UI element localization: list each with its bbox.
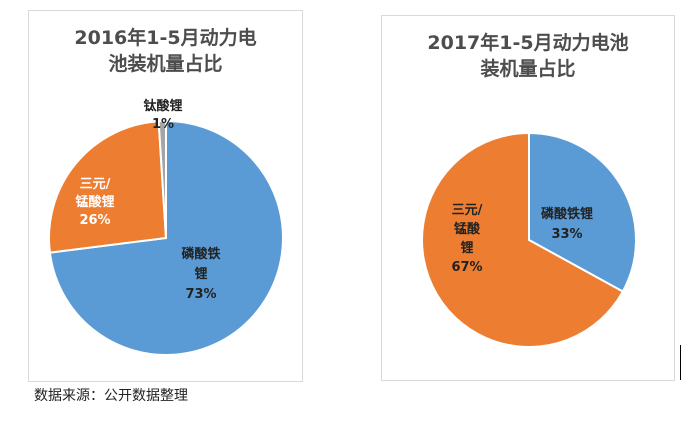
slice-value-label-1: 67% [451, 260, 482, 275]
slice-value-label-0: 33% [551, 227, 582, 242]
slice-label-1-line-1: 锰酸锂 [75, 194, 114, 210]
slice-label-0-line-0: 磷酸铁 [181, 246, 220, 262]
slice-value-label-1: 26% [79, 213, 110, 228]
slice-label-1-line-0: 三元/ [452, 203, 483, 218]
pie-slice-1 [48, 120, 168, 254]
pie-chart-2017: 磷酸铁锂 33% 三元/锰酸锂 67% [421, 131, 637, 348]
pie-chart-2016: 磷酸铁锂 73% 三元/锰酸锂 26% 钛酸锂 1% [48, 98, 284, 356]
slice-label-0-line-0: 磷酸铁锂 [541, 206, 593, 222]
pie-slice-2 [157, 119, 167, 239]
chart-panel-2016: 2016年1-5月动力电 池装机量占比 磷酸铁锂 73% 三元/锰酸锂 26% 钛酸锂 1… [28, 10, 303, 382]
slice-label-0-line-1: 锂 [194, 266, 207, 282]
slice-label-1-line-2: 锂 [460, 240, 473, 256]
pie-slice-0 [528, 131, 637, 293]
slice-label-1-line-0: 三元/ [80, 177, 111, 192]
chart-panel-2017: 2017年1-5月动力电池 装机量占比 磷酸铁锂 33% 三元/锰酸锂 67% [381, 15, 675, 381]
edge-divider [680, 345, 681, 380]
chart-title-2017: 2017年1-5月动力电池 装机量占比 [427, 32, 629, 80]
pie-slice-1 [421, 131, 625, 348]
slice-label-2-line-0: 钛酸锂 [142, 98, 182, 114]
slice-label-1-line-1: 锰酸 [454, 221, 481, 237]
chart-title-2016: 2016年1-5月动力电 池装机量占比 [74, 27, 257, 75]
slice-value-label-2: 1% [152, 117, 174, 132]
source-note: 数据来源：公开数据整理 [34, 388, 188, 404]
slice-value-label-0: 73% [185, 287, 216, 302]
